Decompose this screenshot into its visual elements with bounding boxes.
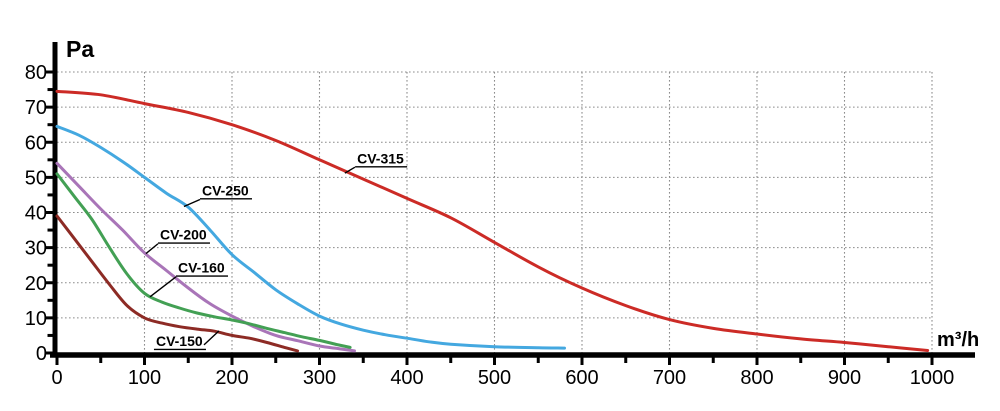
curve-label-CV-150: CV-150: [156, 333, 203, 349]
y-tick-label: 30: [25, 238, 47, 260]
y-tick-label: 80: [25, 62, 47, 84]
curve-label-CV-200: CV-200: [160, 227, 207, 243]
curve-label-leader-line: [344, 166, 356, 174]
y-tick-label: 60: [25, 132, 47, 154]
curves: [55, 89, 930, 353]
y-tick-label: 40: [25, 203, 47, 225]
curve-CV-160: [55, 172, 352, 349]
curve-label-CV-250: CV-250: [202, 182, 249, 198]
curve-label-leader-line: [145, 243, 159, 255]
x-tick-label: 100: [128, 367, 161, 389]
curve-CV-315: [55, 89, 930, 352]
y-axis-unit-label: Pa: [66, 36, 94, 62]
x-tick-label: 400: [390, 367, 423, 389]
curve-label-leader-line: [149, 276, 177, 298]
curve-labels: CV-315 CV-250 CV-200 CV-160 CV-150: [145, 150, 408, 351]
x-tick-label: 900: [828, 367, 861, 389]
curve-CV-200: [55, 161, 356, 353]
x-tick-label: 500: [478, 367, 511, 389]
grid-lines: [57, 71, 933, 353]
x-tick-label: 300: [303, 367, 336, 389]
axis-ticks: [45, 70, 934, 365]
x-tick-label: 200: [215, 367, 248, 389]
y-tick-label: 70: [25, 97, 47, 119]
curve-CV-250: [55, 124, 566, 350]
axes: [50, 42, 975, 358]
y-tick-label: 10: [25, 308, 47, 330]
curve-label-leader-line: [203, 330, 220, 346]
x-tick-label: 600: [565, 367, 598, 389]
x-tick-label: 1000: [910, 367, 955, 389]
x-tick-label: 800: [740, 367, 773, 389]
x-tick-label: 0: [51, 367, 62, 389]
x-axis-unit-label: m³/h: [937, 329, 979, 351]
y-tick-label: 20: [25, 273, 47, 295]
curve-label-CV-315: CV-315: [357, 150, 404, 166]
curve-label-CV-160: CV-160: [178, 260, 225, 276]
axis-tick-labels: 0 100 200 300 400 500 600 700 800 900 1000 0 10 20 30 4…: [25, 62, 955, 389]
curve-CV-150: [55, 214, 300, 353]
y-tick-label: 50: [25, 167, 47, 189]
y-tick-label: 0: [36, 343, 47, 365]
x-tick-label: 700: [653, 367, 686, 389]
curve-label-leader-line: [183, 198, 201, 208]
